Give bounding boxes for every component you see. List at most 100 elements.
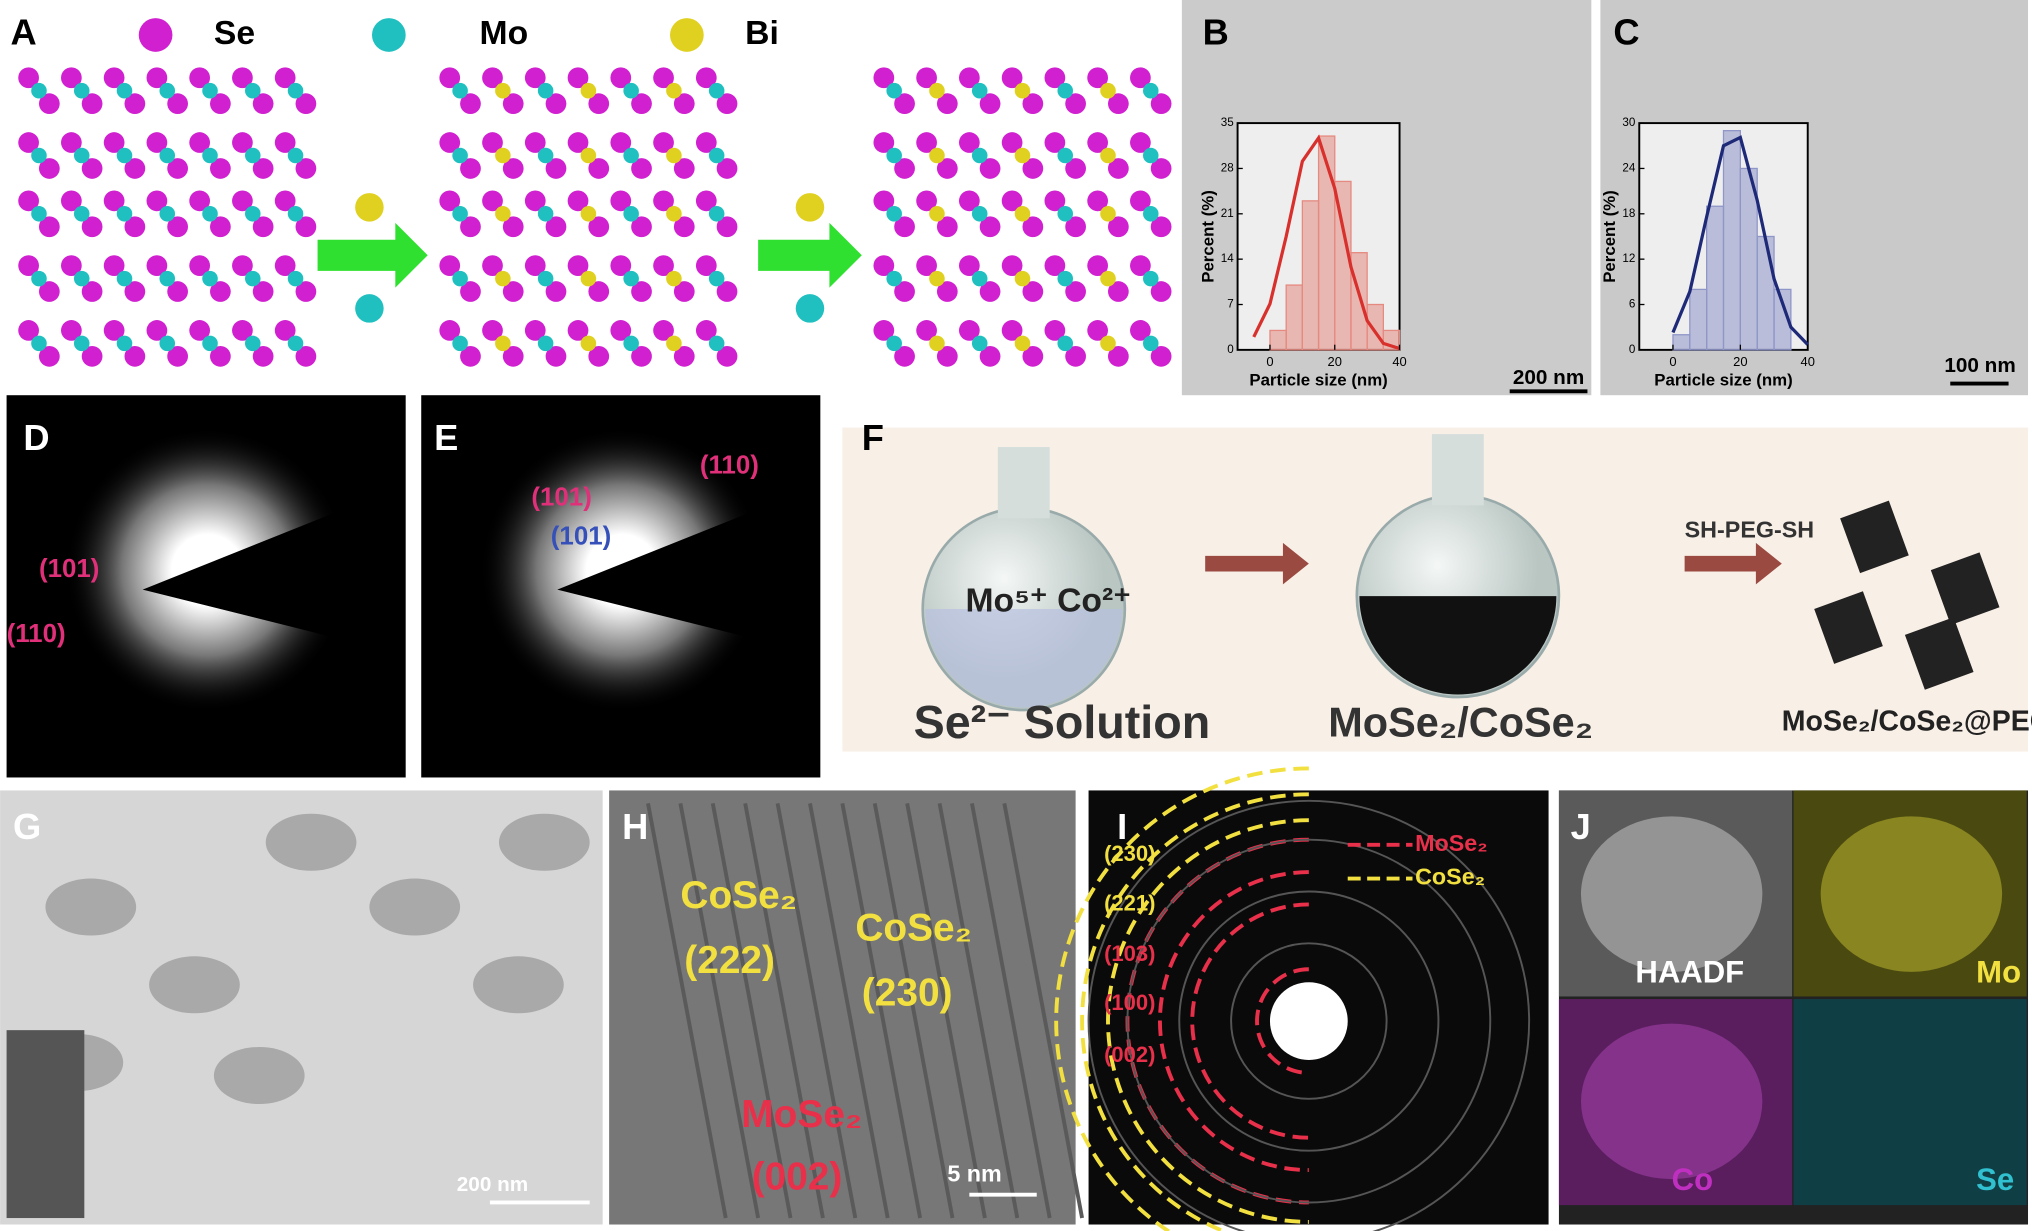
atom — [567, 67, 589, 89]
atom — [202, 206, 218, 222]
flake — [498, 813, 590, 871]
atom — [38, 158, 60, 179]
atom — [245, 82, 261, 99]
annotation: Mo⁵⁺ Co²⁺ — [965, 582, 1131, 619]
atom — [708, 270, 725, 287]
atom — [873, 255, 895, 277]
legend-label: Mo — [480, 15, 529, 52]
annotation: Se — [1976, 1162, 2014, 1197]
atom — [31, 270, 47, 287]
atom — [245, 147, 261, 164]
atom — [116, 270, 133, 287]
atom — [1044, 190, 1066, 212]
atom — [623, 335, 639, 352]
atom — [695, 255, 717, 277]
atom — [894, 345, 915, 367]
lattice-fringe — [905, 803, 987, 1219]
atom — [73, 335, 90, 352]
lattice-fringe — [646, 803, 728, 1219]
panel-label: E — [434, 417, 458, 458]
atom — [894, 281, 915, 302]
atom — [894, 93, 915, 115]
atom — [61, 132, 82, 153]
atom — [274, 320, 296, 341]
atom — [232, 320, 253, 341]
atom — [886, 82, 902, 99]
atom — [958, 190, 980, 212]
panel-label: B — [1203, 12, 1229, 53]
lattice-fringe — [808, 803, 890, 1219]
atom — [1150, 345, 1172, 367]
flask-neck — [1431, 434, 1484, 506]
atom — [439, 67, 461, 89]
atom — [886, 335, 902, 352]
atom — [610, 132, 632, 153]
atom — [202, 82, 218, 99]
atom — [31, 335, 47, 352]
atom — [524, 67, 546, 89]
y-axis-label: Percent (%) — [1600, 190, 1619, 283]
atom — [1022, 216, 1044, 238]
flake — [369, 878, 461, 936]
atom — [958, 320, 980, 341]
atom — [146, 132, 168, 153]
atom — [936, 158, 958, 179]
atom — [202, 335, 218, 352]
atom — [355, 193, 384, 222]
y-tick-label: 18 — [1622, 207, 1635, 220]
atom — [631, 281, 652, 302]
atom — [1044, 320, 1066, 341]
atom — [708, 206, 725, 222]
annotation: HAADF — [1635, 955, 1744, 990]
atom — [73, 270, 90, 287]
bar — [1301, 200, 1320, 351]
annotation: CoSe₂ — [855, 907, 972, 950]
atom — [124, 281, 146, 302]
atom — [916, 320, 937, 341]
atom — [795, 294, 825, 323]
atom — [537, 335, 554, 352]
y-axis-label: Percent (%) — [1199, 190, 1218, 283]
atom — [695, 132, 717, 153]
bar — [1366, 303, 1385, 351]
atom — [116, 147, 133, 164]
atom — [146, 320, 168, 341]
nanosheet — [1930, 552, 2000, 625]
atom — [502, 345, 524, 367]
atom — [502, 93, 524, 115]
atom — [588, 281, 610, 302]
atom — [623, 147, 639, 164]
panel-label: D — [23, 417, 49, 458]
atom — [653, 190, 674, 212]
atom — [1065, 345, 1086, 367]
atom — [666, 147, 682, 164]
ring-marker — [1080, 792, 1309, 1231]
atom — [1087, 67, 1109, 89]
atom — [1057, 147, 1074, 164]
bar — [1285, 284, 1304, 351]
x-tick-label: 20 — [1733, 354, 1747, 369]
arrow — [1684, 542, 1782, 585]
y-tick-label: 0 — [1629, 343, 1636, 356]
atom — [252, 345, 274, 367]
beam-stop — [557, 485, 817, 655]
atom — [580, 270, 597, 287]
atom — [631, 216, 652, 238]
y-tick-label: 28 — [1221, 162, 1234, 175]
atom — [81, 345, 103, 367]
atom — [524, 320, 546, 341]
bar — [1350, 252, 1368, 351]
annotation: (110) — [700, 451, 759, 479]
mo-signal — [1820, 816, 2003, 972]
atom — [61, 255, 82, 277]
nanosheet — [1814, 591, 1883, 664]
lattice-fringe — [678, 803, 761, 1219]
arrow — [317, 222, 428, 288]
y-tick-label: 6 — [1629, 298, 1635, 311]
atom — [537, 206, 554, 222]
atom — [1057, 335, 1074, 352]
atom — [31, 206, 47, 222]
atom — [1100, 147, 1116, 164]
atom — [295, 158, 317, 179]
atom — [103, 132, 125, 153]
